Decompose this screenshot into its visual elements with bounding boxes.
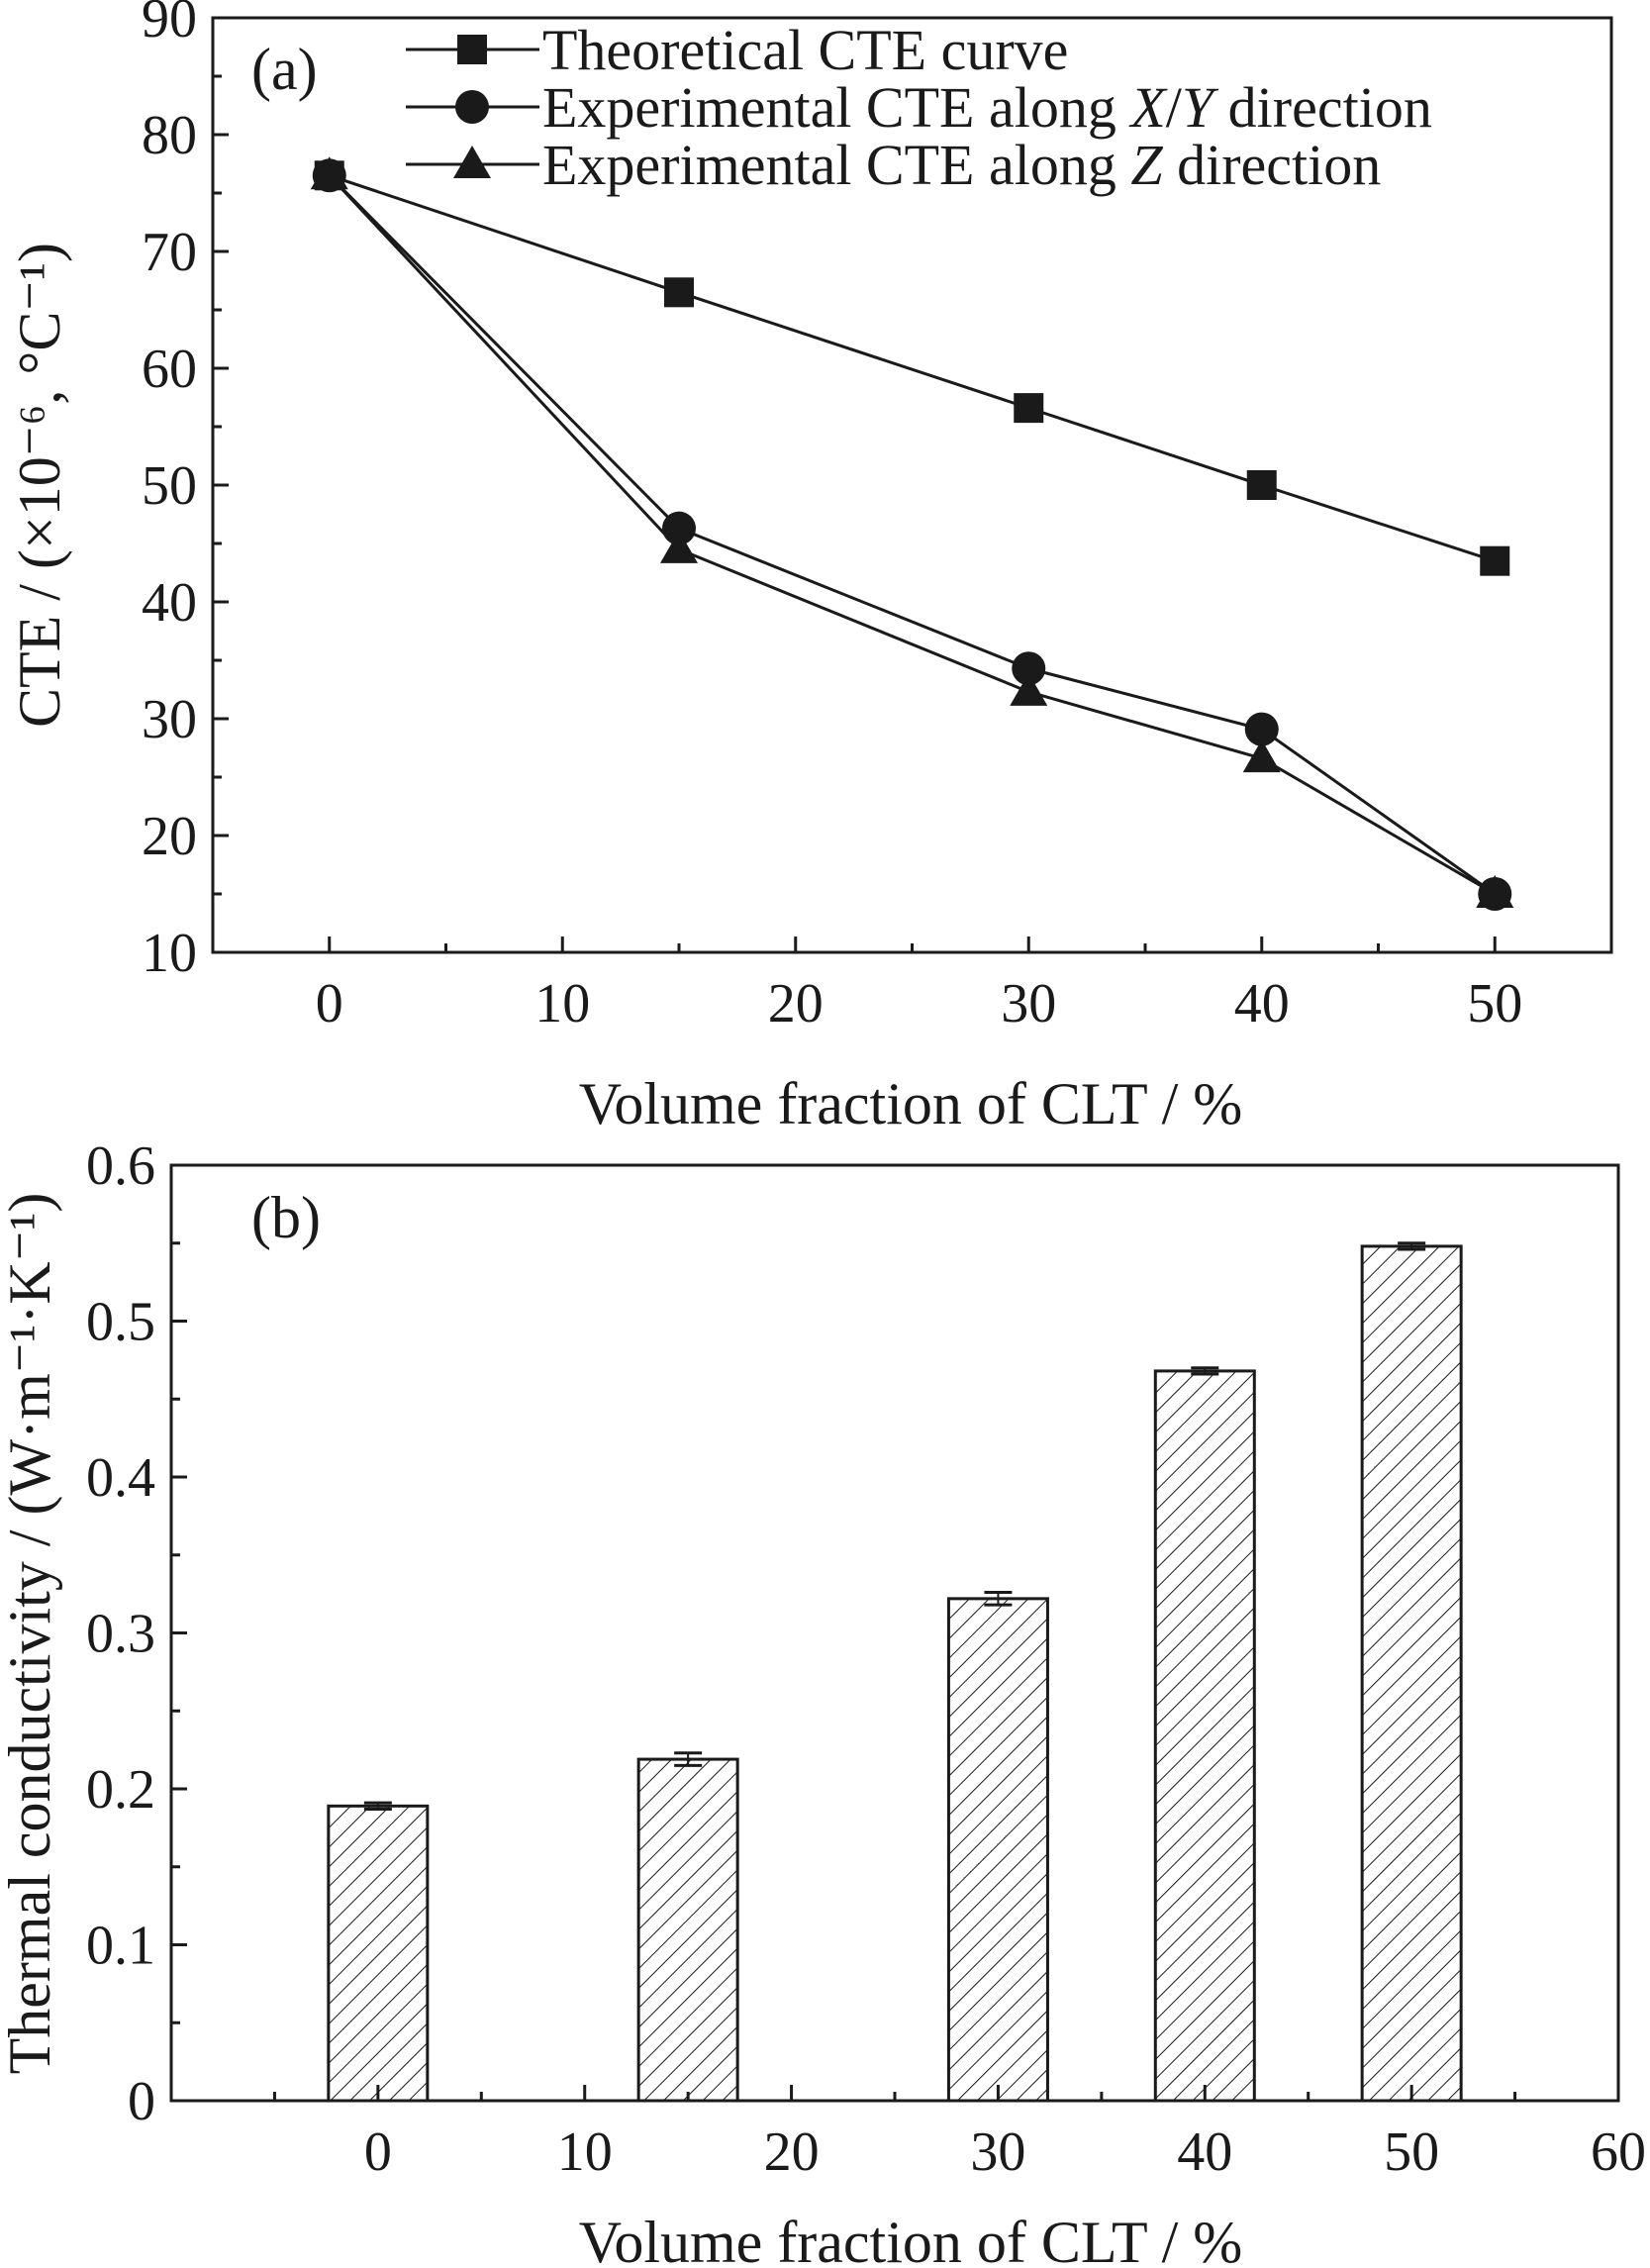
x-axis-label-a: Volume fraction of CLT / % [579,1071,1243,1136]
y-tick-label-b: 0.4 [86,1447,155,1509]
bar [1153,1369,1256,2103]
data-point-circle [662,511,696,545]
y-tick-label-a: 20 [142,806,197,867]
x-tick-label-b: 10 [557,2121,613,2183]
y-tick-label-a: 60 [142,339,197,400]
x-tick-label-b: 60 [1591,2121,1646,2183]
panel-b: 0 10 20 30 40 50 60 0 0.1 0.2 0.3 0.4 0.5 0.6 (b) Vol… [0,1135,1646,2268]
x-tick-label-b: 30 [970,2121,1025,2183]
x-tick-label-a: 20 [768,973,824,1035]
y-tick-label-b: 0.3 [86,1604,155,1665]
y-tick-label-a: 30 [142,689,197,750]
legend-label-part: Experimental CTE along [542,133,1130,197]
legend-label-part: Experimental CTE along [542,75,1130,140]
series-line-circle [328,174,1497,896]
bar [1360,1244,1463,2103]
x-tick-label-a: 50 [1467,973,1522,1035]
y-tick-label-a: 40 [142,572,197,634]
y-tick-label-b: 0.1 [86,1916,155,1977]
data-point-square [1480,545,1510,576]
axis-ticks-b: 0 10 20 30 40 50 60 0 0.1 0.2 0.3 0.4 0.5 0.6 [86,1135,1646,2183]
series-a [310,156,1514,911]
data-point-triangle [1242,740,1281,773]
x-tick-label-b: 0 [364,2121,392,2183]
axis-ticks-a: 0 10 20 30 40 50 10 20 30 40 50 60 70 80 90 [142,0,1522,1035]
panel-label-a: (a) [251,37,318,102]
x-tick-label-a: 40 [1234,973,1290,1035]
legend-label-circle: Experimental CTE along X/Y direction [542,75,1432,140]
x-axis-label-b: Volume fraction of CLT / % [579,2210,1243,2268]
data-point-triangle [310,156,348,190]
legend-marker-triangle [453,146,491,178]
x-tick-label-a: 10 [534,973,590,1035]
y-tick-label-a: 10 [142,923,197,984]
data-point-circle [1244,712,1279,746]
x-tick-label-a: 0 [316,973,343,1035]
series-line-triangle [328,174,1497,896]
legend-label-part: Y [1182,75,1219,140]
y-tick-label-a: 70 [142,222,197,283]
x-tick-label-b: 20 [764,2121,820,2183]
y-axis-label-a: CTE / (×10⁻⁶, °C⁻¹) [7,243,72,728]
panel-a: 0 10 20 30 40 50 10 20 30 40 50 60 70 80 90 (a) Theore… [7,0,1613,1136]
legend-label-square: Theoretical CTE curve [542,18,1068,82]
y-tick-label-a: 50 [142,455,197,517]
bar [946,1597,1049,2103]
x-tick-label-b: 40 [1177,2121,1232,2183]
legend-label-part: / [1166,75,1183,140]
y-tick-label-a: 90 [142,0,197,49]
data-point-circle [1012,651,1046,686]
legend-label-part: direction [1213,75,1432,140]
data-point-square [1246,470,1277,500]
bar [327,1804,430,2103]
legend-label-part: Z [1130,133,1163,197]
legend-label-part: direction [1163,133,1382,197]
data-point-triangle [660,530,698,563]
y-tick-label-b: 0.5 [86,1292,155,1353]
x-tick-label-b: 50 [1384,2121,1439,2183]
legend-marker-circle [455,90,489,124]
x-tick-label-a: 30 [1001,973,1056,1035]
data-point-square [1014,393,1044,424]
series-line-square [329,173,1496,563]
bars-b [327,1241,1463,2103]
legend-label-triangle: Experimental CTE along Z direction [542,133,1381,197]
data-point-triangle [1010,672,1048,706]
y-tick-label-a: 80 [142,105,197,166]
y-axis-label-b: Thermal conductivity / (W·m⁻¹·K⁻¹) [0,1193,62,2075]
bar [636,1757,739,2103]
legend-marker-square [457,35,487,64]
y-tick-label-b: 0.6 [86,1135,155,1197]
y-tick-label-b: 0.2 [86,1759,155,1821]
y-tick-label-b: 0 [128,2071,155,2132]
data-point-triangle [1476,875,1514,908]
panel-label-b: (b) [251,1185,321,1250]
legend-label-part: X [1128,75,1168,140]
data-point-square [664,277,694,308]
